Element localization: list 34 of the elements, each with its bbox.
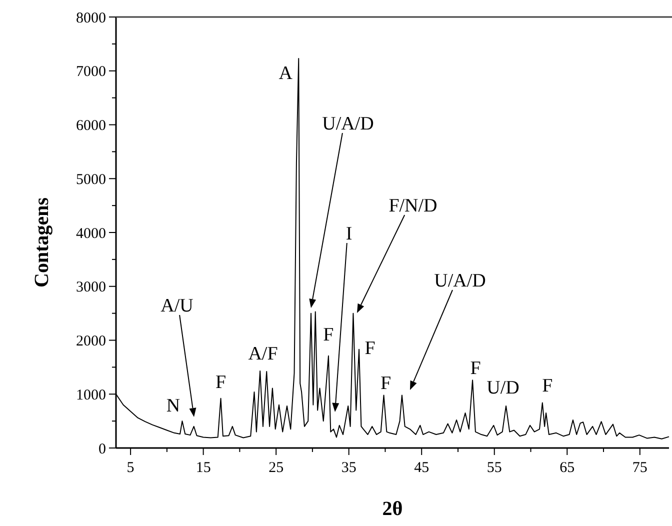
annotation: F (323, 324, 334, 346)
annotation: F (542, 375, 553, 396)
x-tick-label: 15 (196, 460, 211, 476)
annotation: U/A/D (322, 114, 374, 135)
y-axis-title: Contagens (31, 197, 53, 288)
annotation: F (215, 372, 226, 394)
x-tick-label: 65 (560, 460, 575, 476)
y-tick-label: 6000 (76, 118, 106, 134)
annotation: F (380, 372, 392, 394)
y-tick-label: 7000 (76, 64, 106, 80)
x-tick-label: 5 (126, 460, 134, 476)
y-tick-label: 5000 (76, 172, 106, 188)
annotation: N (166, 396, 180, 417)
y-tick-label: 3000 (76, 280, 106, 296)
y-tick-label: 1000 (76, 387, 106, 404)
annotation: F/N/D (388, 196, 438, 217)
x-tick-label: 45 (414, 460, 430, 476)
y-tick-label: 8000 (76, 10, 106, 26)
y-tick-label: 2000 (76, 334, 106, 350)
x-tick-label: 25 (268, 460, 284, 476)
x-tick-label: 75 (632, 460, 648, 476)
x-tick-label: 55 (486, 460, 502, 476)
annotation: A (278, 63, 293, 84)
annotation: U/D (486, 378, 520, 399)
x-axis-title: 2θ (382, 498, 403, 520)
x-tick-label: 35 (341, 460, 356, 476)
annotation: U/A/D (434, 270, 486, 292)
annotation: F (470, 358, 481, 379)
annotation: A/F (248, 344, 278, 365)
y-tick-label: 0 (98, 441, 106, 458)
annotation: A/U (160, 296, 194, 317)
annotation: F (364, 338, 376, 360)
annotation: I (346, 224, 352, 245)
y-tick-label: 4000 (76, 226, 106, 242)
